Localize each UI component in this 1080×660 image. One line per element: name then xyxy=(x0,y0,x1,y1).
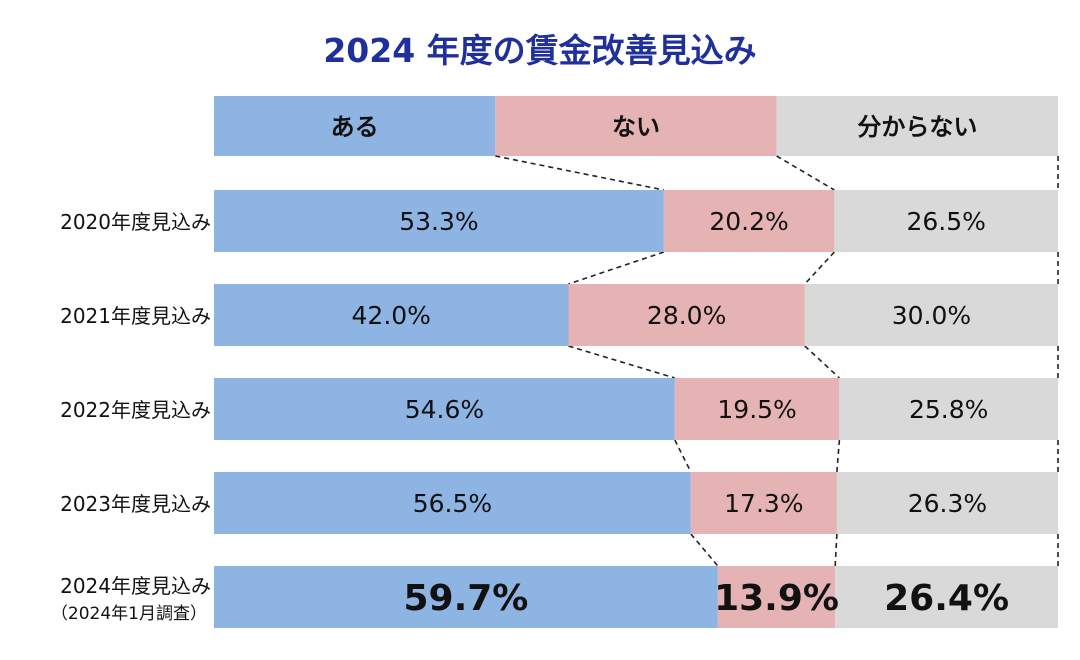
data-label: 26.5% xyxy=(906,207,985,236)
bar-segment xyxy=(214,284,569,346)
connector-line xyxy=(804,251,835,285)
data-label: 26.3% xyxy=(908,489,987,518)
chart-title: 2024 年度の賃金改善見込み xyxy=(323,31,757,70)
connector-line xyxy=(776,155,835,191)
legend-label: ない xyxy=(612,113,660,141)
legend-segment xyxy=(495,96,777,156)
category-label: 2020年度見込み xyxy=(60,210,211,234)
bar-segment xyxy=(717,566,836,628)
data-label: 53.3% xyxy=(399,207,478,236)
data-label: 17.3% xyxy=(724,489,803,518)
category-label: （2024年1月調査） xyxy=(51,604,207,624)
connector-line xyxy=(804,345,840,379)
data-label: 20.2% xyxy=(709,207,788,236)
data-label: 25.8% xyxy=(909,395,988,424)
connector-line xyxy=(674,439,692,473)
legend-label: 分からない xyxy=(857,113,977,141)
bar-segment xyxy=(568,284,805,346)
data-label: 56.5% xyxy=(413,489,492,518)
bar-segment xyxy=(674,378,840,440)
connector-line xyxy=(568,345,676,379)
bar-segment xyxy=(214,566,718,628)
connector-line xyxy=(568,251,665,285)
data-label: 54.6% xyxy=(405,395,484,424)
data-label: 19.5% xyxy=(717,395,796,424)
category-label: 2024年度見込み xyxy=(60,574,211,598)
connector-line xyxy=(836,439,841,473)
bar-segment xyxy=(214,190,664,252)
bar-segment xyxy=(214,472,691,534)
data-label: 59.7% xyxy=(403,578,528,619)
legend-segment xyxy=(214,96,496,156)
data-label: 26.4% xyxy=(884,578,1009,619)
connector-line xyxy=(495,155,665,191)
bar-segment xyxy=(839,378,1058,440)
connector-line xyxy=(834,533,838,567)
bar-segment xyxy=(690,472,837,534)
connector-line xyxy=(690,533,719,567)
category-label: 2021年度見込み xyxy=(60,304,211,328)
data-label: 13.9% xyxy=(714,578,839,619)
data-label: 42.0% xyxy=(352,301,431,330)
bar-segment xyxy=(214,378,675,440)
legend-label: ある xyxy=(331,113,379,141)
bar-segment xyxy=(835,566,1058,628)
bar-segment xyxy=(834,190,1058,252)
bar-segment xyxy=(663,190,835,252)
category-label: 2022年度見込み xyxy=(60,398,211,422)
category-label: 2023年度見込み xyxy=(60,492,211,516)
bar-segment xyxy=(804,284,1058,346)
legend-segment xyxy=(776,96,1058,156)
data-label: 28.0% xyxy=(647,301,726,330)
data-label: 30.0% xyxy=(892,301,971,330)
bar-segment xyxy=(836,472,1058,534)
